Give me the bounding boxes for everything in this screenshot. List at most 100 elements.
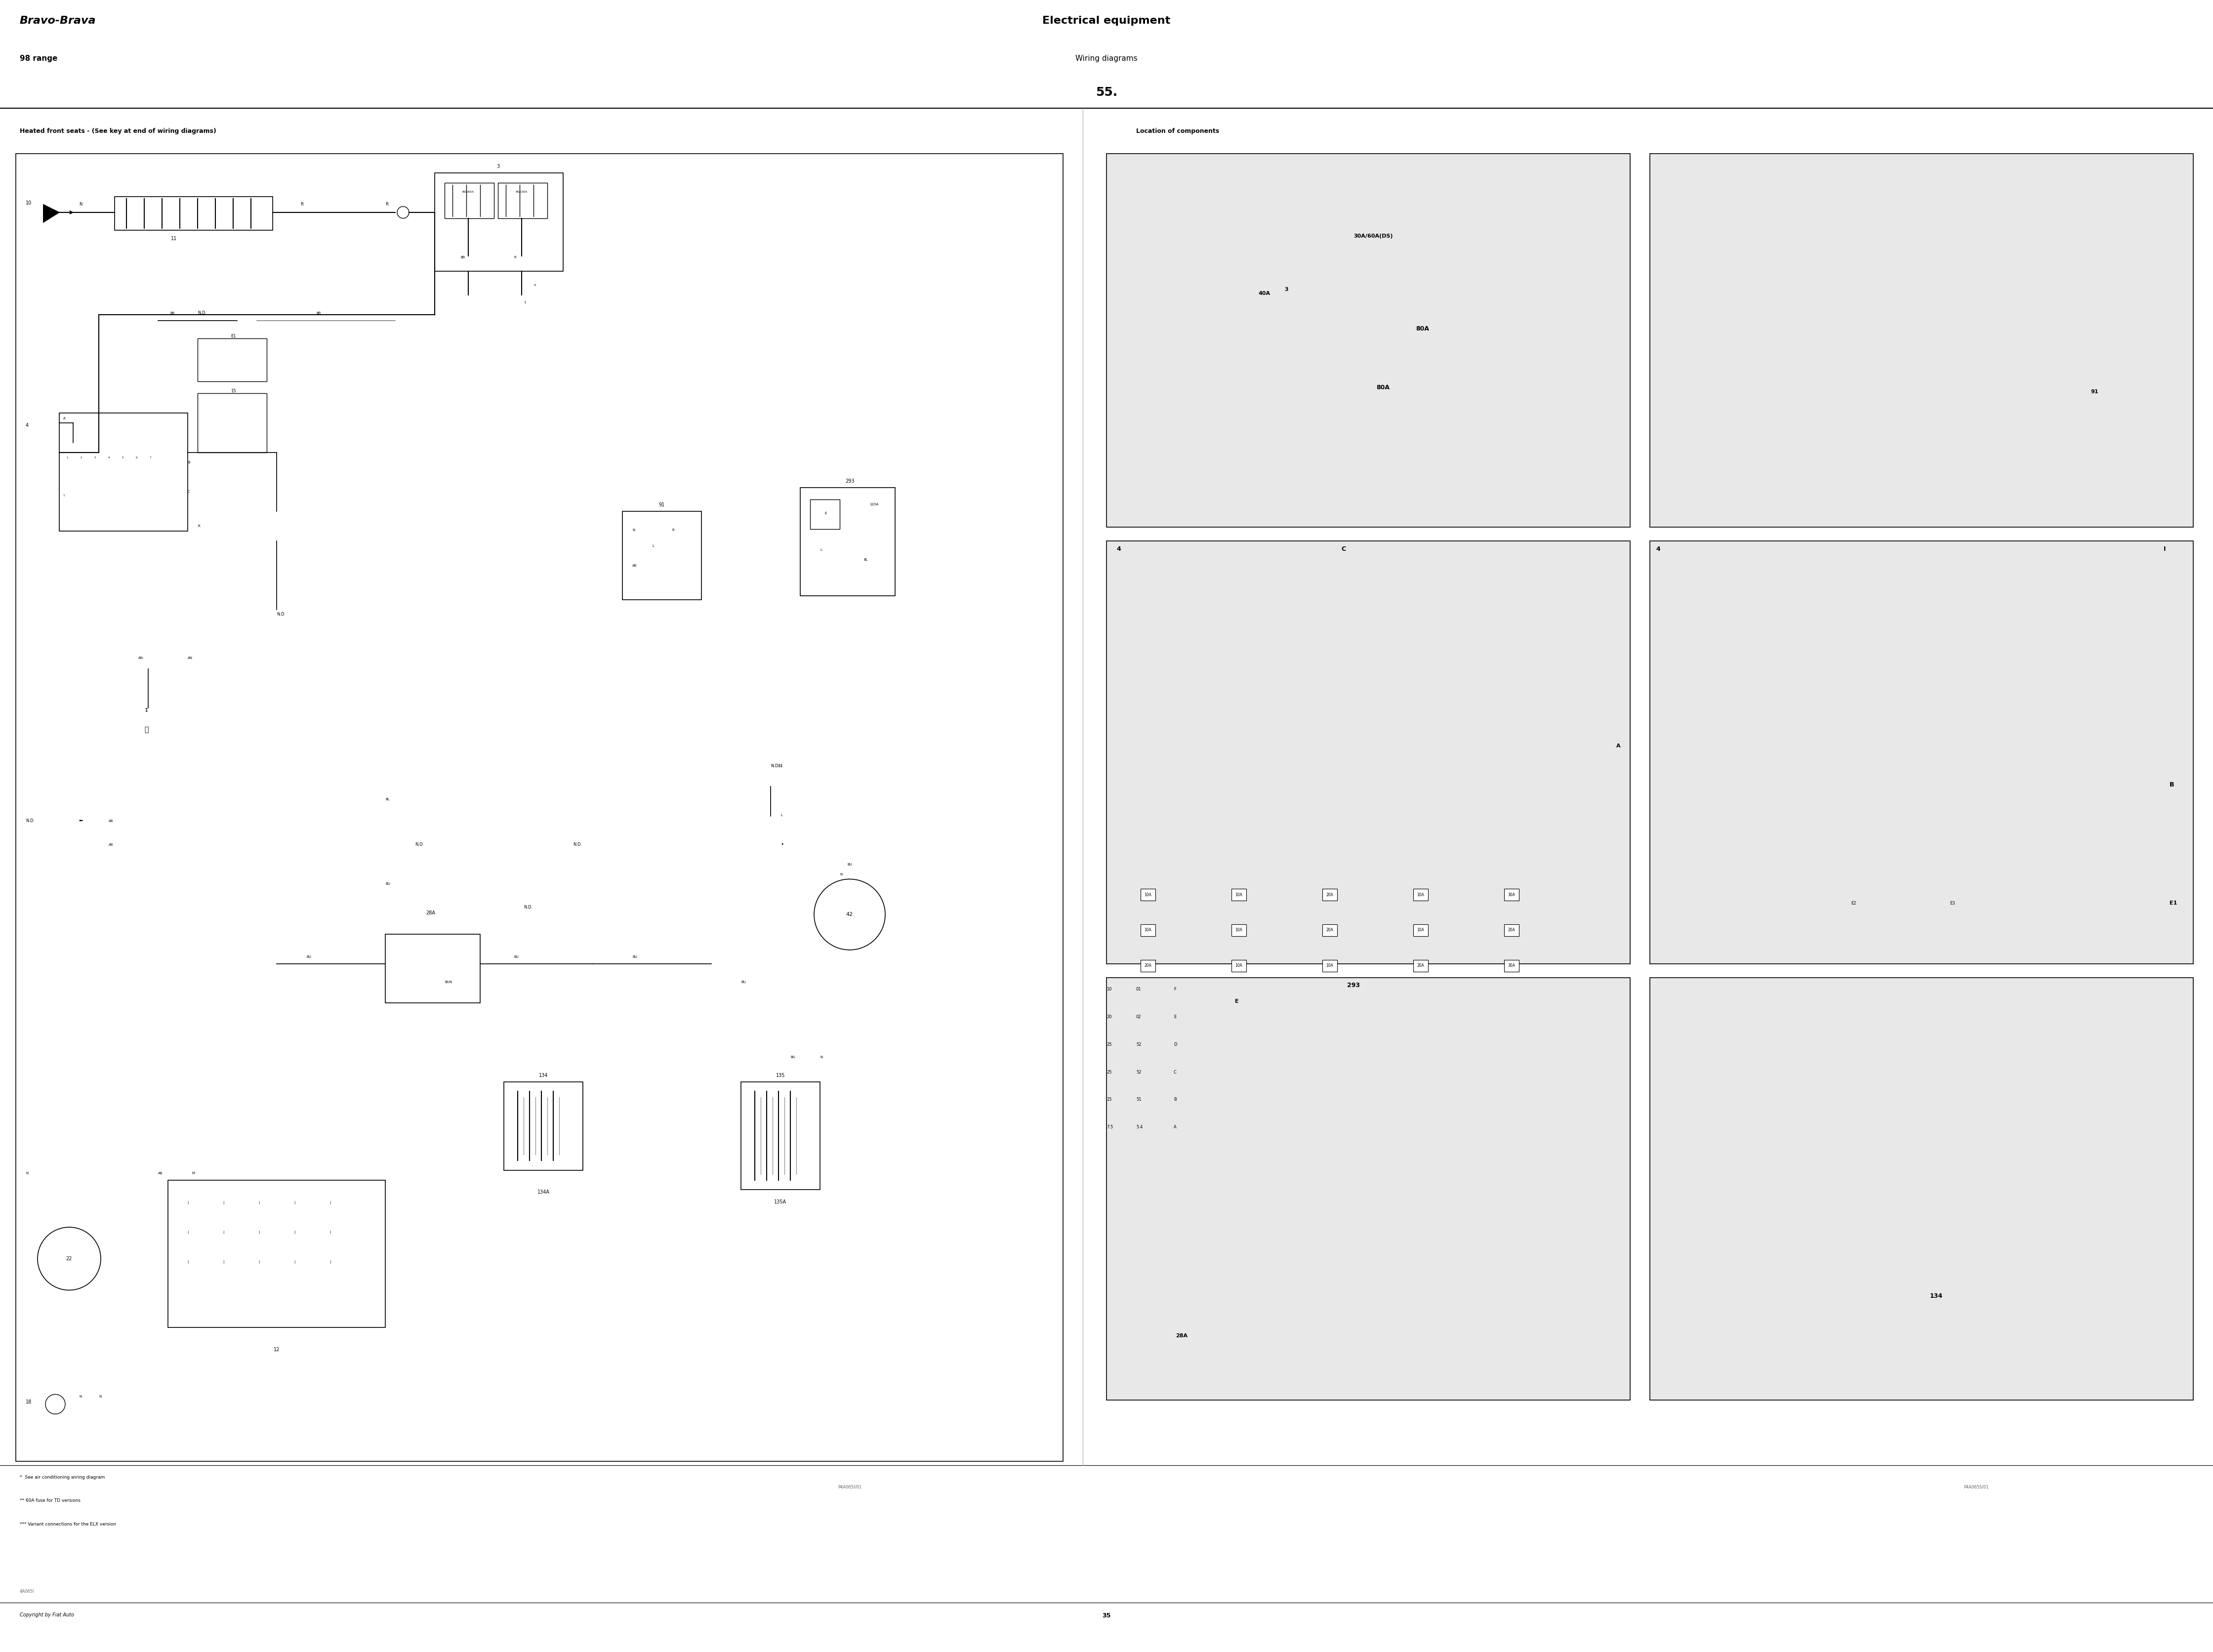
Bar (60, 413, 188, 530)
Text: E3: E3 (1950, 902, 1954, 905)
Text: 02: 02 (1135, 1014, 1142, 1019)
Text: N.D‡‡: N.D‡‡ (770, 763, 783, 768)
Bar (15, 154, 1062, 1462)
Text: 10: 10 (1106, 988, 1111, 991)
Text: E2: E2 (1850, 902, 1857, 905)
Text: BUN: BUN (445, 981, 451, 985)
Text: M: M (193, 1171, 195, 1175)
Text: Bravo-Brava: Bravo-Brava (20, 17, 95, 26)
Text: N: N (839, 872, 843, 876)
Bar (445, 183, 493, 218)
Polygon shape (44, 205, 60, 223)
Bar (1106, 540, 1631, 963)
Text: *** Variant connections for the ELX version: *** Variant connections for the ELX vers… (20, 1521, 115, 1526)
Text: Copyright by Fiat Auto: Copyright by Fiat Auto (20, 1612, 73, 1617)
Bar (197, 339, 268, 382)
Text: 135: 135 (777, 1072, 786, 1077)
Text: BU: BU (513, 955, 518, 958)
Text: AN: AN (188, 656, 193, 659)
Bar (1651, 978, 2193, 1401)
Text: AB: AB (108, 843, 113, 846)
Text: 20A: 20A (1326, 892, 1334, 897)
Text: 52: 52 (1135, 1042, 1142, 1047)
Text: BU: BU (385, 882, 389, 885)
Text: 20A: 20A (1326, 928, 1334, 932)
Text: 11: 11 (170, 236, 177, 241)
Text: 52: 52 (1135, 1070, 1142, 1074)
Text: R: R (301, 202, 303, 206)
Text: Location of components: Location of components (1135, 127, 1219, 134)
Text: N.D.: N.D. (27, 819, 35, 823)
Text: P4A065S/01: P4A065S/01 (1963, 1485, 1989, 1490)
Text: 30A: 30A (1507, 892, 1516, 897)
Text: 98 range: 98 range (20, 55, 58, 63)
Text: N: N (633, 529, 635, 532)
Text: N.D.: N.D. (524, 905, 533, 910)
Bar (505, 1082, 582, 1170)
Text: 1: 1 (524, 301, 527, 304)
Text: N.D.: N.D. (416, 843, 425, 847)
Text: B: B (2169, 781, 2173, 788)
Bar (801, 487, 894, 596)
Text: •: • (781, 843, 783, 847)
Text: AB: AB (157, 1171, 164, 1175)
Text: 20: 20 (1106, 1014, 1111, 1019)
Text: Heated front seats - (See key at end of wiring diagrams): Heated front seats - (See key at end of … (20, 127, 217, 134)
Text: 20A: 20A (1144, 963, 1151, 968)
Text: R: R (513, 256, 516, 259)
Bar (385, 933, 480, 1003)
Text: 28A: 28A (1175, 1333, 1188, 1338)
Text: Electrical equipment: Electrical equipment (1042, 17, 1171, 26)
Text: BL: BL (863, 558, 867, 562)
Text: AB: AB (108, 819, 113, 823)
Bar (498, 183, 547, 218)
Text: A: A (64, 416, 66, 420)
Text: A: A (1615, 743, 1620, 748)
Text: 5.4: 5.4 (1135, 1125, 1142, 1130)
Bar (1106, 154, 1631, 527)
Text: 30A: 30A (1507, 963, 1516, 968)
Text: BL: BL (385, 798, 389, 801)
Text: AB: AB (633, 563, 637, 567)
Text: 12: 12 (274, 1346, 279, 1351)
Text: 91: 91 (2091, 390, 2098, 395)
Text: 134: 134 (1930, 1294, 1943, 1300)
Text: 80A60A: 80A60A (463, 190, 474, 193)
Text: 7.5: 7.5 (1106, 1125, 1113, 1130)
Text: 40A: 40A (1259, 291, 1270, 296)
Text: BU: BU (741, 981, 746, 985)
Text: ⬅: ⬅ (80, 818, 84, 823)
Text: BU: BU (790, 1056, 794, 1059)
Text: ↕: ↕ (144, 709, 148, 714)
Text: BU: BU (848, 862, 852, 866)
Text: D: D (1173, 1042, 1177, 1047)
Text: BR: BR (170, 312, 175, 314)
Text: BU: BU (305, 955, 312, 958)
Text: F15: F15 (1323, 960, 1334, 965)
Text: 18: 18 (27, 1399, 31, 1404)
Text: 42: 42 (845, 912, 854, 917)
Text: 20A: 20A (1416, 963, 1425, 968)
Text: 10A: 10A (1416, 928, 1425, 932)
Text: AN: AN (137, 656, 144, 659)
Text: 4: 4 (1115, 545, 1120, 552)
Text: 15: 15 (1106, 1097, 1111, 1102)
Text: BR: BR (460, 256, 465, 259)
Text: 135A: 135A (775, 1199, 786, 1204)
Text: R: R (385, 202, 387, 206)
Text: 10A: 10A (1144, 892, 1151, 897)
Bar (197, 393, 268, 453)
Text: 293: 293 (1348, 983, 1361, 990)
Text: 22: 22 (66, 1256, 73, 1260)
Text: 10A: 10A (1326, 963, 1334, 968)
Text: N.D.: N.D. (277, 613, 285, 616)
Text: N: N (80, 1396, 82, 1398)
Text: 4: 4 (27, 423, 29, 428)
Text: 80A: 80A (1416, 325, 1430, 332)
Text: 51: 51 (1135, 1097, 1142, 1102)
Bar (1106, 978, 1631, 1401)
Text: N: N (27, 1171, 29, 1175)
Text: 80A: 80A (1376, 385, 1390, 392)
Text: BU: BU (633, 955, 637, 958)
Text: 10A: 10A (1416, 892, 1425, 897)
